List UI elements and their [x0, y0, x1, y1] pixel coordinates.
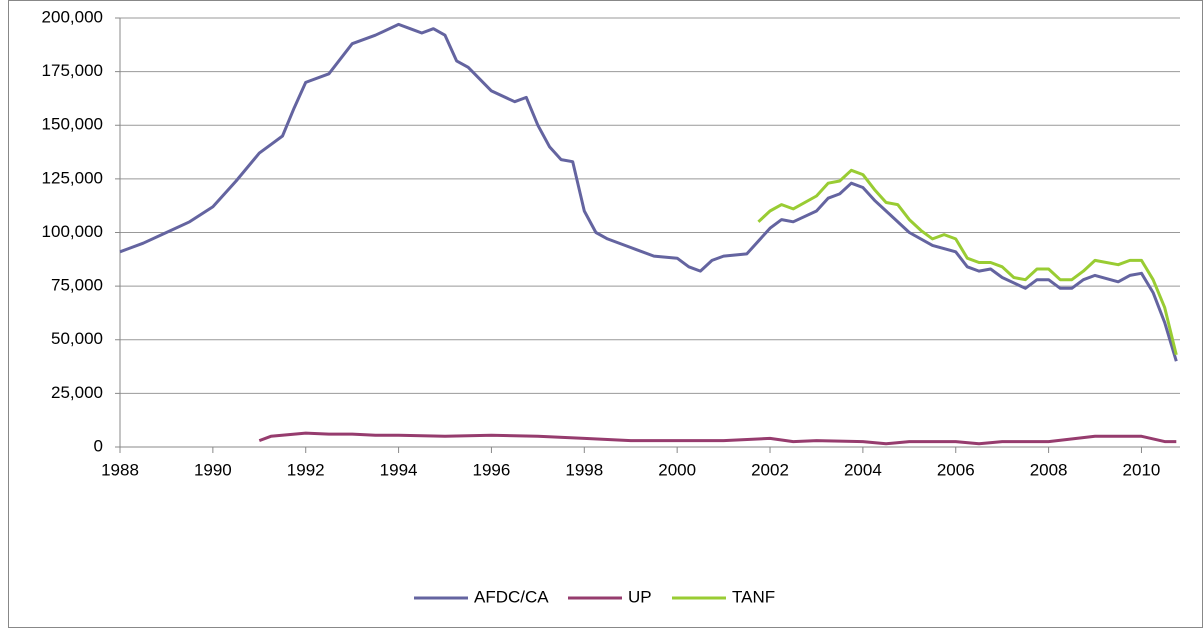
series-line	[757, 168, 1178, 356]
legend-label: UP	[628, 587, 652, 606]
y-tick-label: 100,000	[42, 222, 103, 241]
y-tick-label: 25,000	[51, 383, 103, 402]
x-tick-label: 2010	[1123, 460, 1161, 479]
x-tick-label: 2008	[1030, 460, 1068, 479]
y-tick-label: 75,000	[51, 276, 103, 295]
x-tick-label: 1990	[194, 460, 232, 479]
legend-label: AFDC/CA	[474, 587, 549, 606]
x-tick-label: 1996	[473, 460, 511, 479]
y-tick-label: 125,000	[42, 168, 103, 187]
x-tick-label: 2004	[844, 460, 882, 479]
series-line	[258, 431, 1177, 446]
y-tick-label: 0	[94, 436, 103, 455]
y-tick-label: 175,000	[42, 61, 103, 80]
legend-label: TANF	[732, 587, 775, 606]
x-tick-label: 2006	[937, 460, 975, 479]
y-tick-label: 200,000	[42, 7, 103, 26]
x-tick-label: 1988	[101, 460, 139, 479]
x-tick-label: 1994	[380, 460, 418, 479]
x-tick-label: 2002	[751, 460, 789, 479]
y-tick-label: 50,000	[51, 329, 103, 348]
x-tick-label: 1998	[565, 460, 603, 479]
series-line	[119, 22, 1178, 362]
chart-border	[8, 0, 1203, 628]
y-tick-label: 150,000	[42, 115, 103, 134]
x-tick-label: 2000	[658, 460, 696, 479]
x-tick-label: 1992	[287, 460, 325, 479]
